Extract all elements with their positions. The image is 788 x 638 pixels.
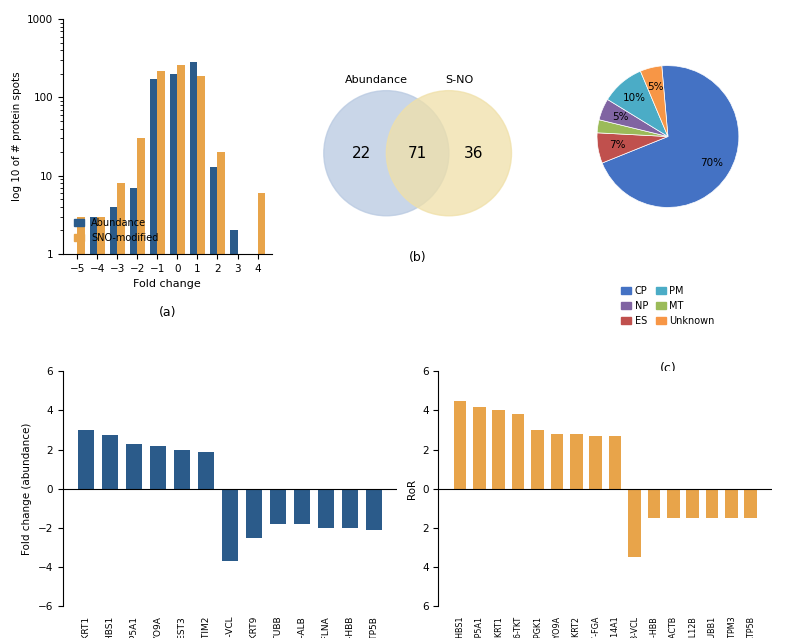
Bar [198,77,205,638]
Bar [531,430,544,489]
Bar [174,450,190,489]
Circle shape [386,91,511,216]
Text: 71: 71 [408,145,427,161]
Bar [102,435,117,489]
Bar [454,401,466,489]
Bar [150,79,158,638]
Bar [342,489,358,528]
Bar [97,216,105,638]
Y-axis label: Fold change (abundance): Fold change (abundance) [22,422,32,555]
Text: (c): (c) [660,362,676,375]
Wedge shape [597,133,668,163]
Bar [609,436,622,489]
Legend: CP, NP, ES, PM, MT, Unknown: CP, NP, ES, PM, MT, Unknown [617,283,719,330]
Bar [745,489,757,518]
Text: Abundance: Abundance [344,75,407,85]
Bar [492,410,505,489]
Bar [77,216,84,638]
Text: 36: 36 [464,145,484,161]
Bar [78,430,94,489]
Bar [130,188,137,638]
Text: 70%: 70% [700,158,723,168]
Text: 5%: 5% [612,112,629,122]
X-axis label: Fold change: Fold change [133,279,201,289]
Wedge shape [599,100,668,137]
Bar [589,436,602,489]
Bar [198,452,214,489]
Text: 22: 22 [351,145,371,161]
Bar [725,489,738,518]
Bar [551,434,563,489]
Bar [648,489,660,518]
Bar [512,414,525,489]
Circle shape [324,91,449,216]
Bar [667,489,679,518]
Y-axis label: log 10 of # protein spots: log 10 of # protein spots [12,71,21,202]
Bar [137,138,145,638]
Bar [177,65,185,638]
Wedge shape [597,120,668,137]
Wedge shape [608,71,668,137]
Bar [473,406,485,489]
Bar [230,230,237,638]
Bar [110,207,117,638]
Bar [366,489,381,530]
Text: 5%: 5% [648,82,664,92]
Wedge shape [641,66,668,137]
Bar [570,434,582,489]
Bar [90,216,97,638]
Bar [706,489,719,518]
Bar [686,489,699,518]
Text: (b): (b) [409,251,426,264]
Y-axis label: RoR: RoR [407,478,417,499]
Text: S-NO: S-NO [445,75,474,85]
Bar [151,446,165,489]
Bar [217,152,225,638]
Legend: Abundance, SNO-modified: Abundance, SNO-modified [70,214,162,247]
Bar [222,489,238,561]
Bar [169,74,177,638]
Bar [190,63,198,638]
Bar [126,443,142,489]
Bar [117,183,125,638]
Bar [158,71,165,638]
Bar [294,489,310,524]
Bar [270,489,286,524]
Text: 10%: 10% [623,93,646,103]
Text: (a): (a) [158,306,176,318]
Wedge shape [602,66,739,207]
Bar [318,489,333,528]
Text: 7%: 7% [609,140,626,150]
Bar [258,193,266,638]
Bar [628,489,641,557]
Bar [210,167,217,638]
Bar [246,489,262,538]
